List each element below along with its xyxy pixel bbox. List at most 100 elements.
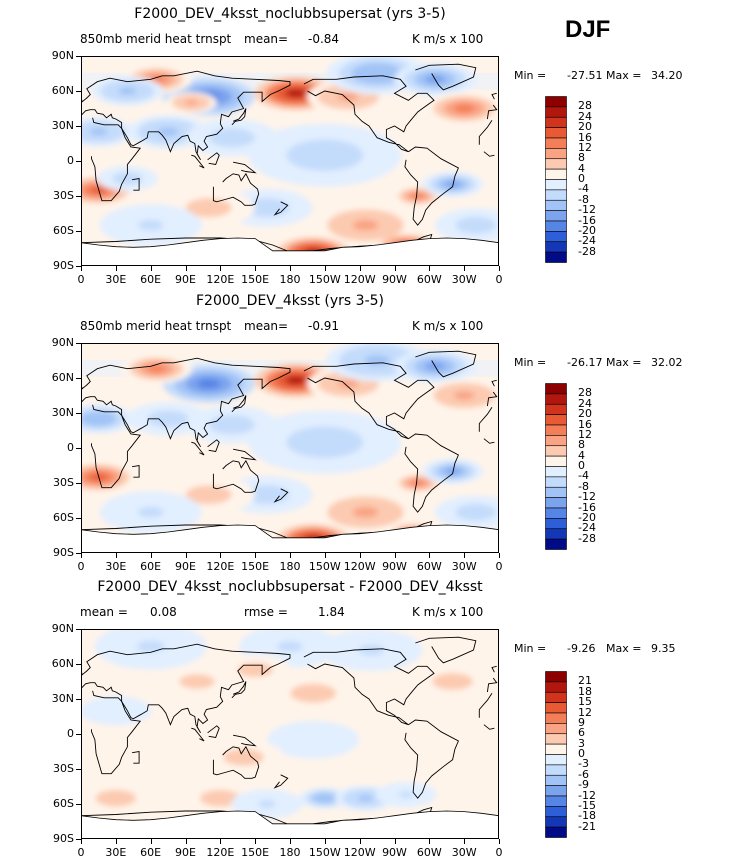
coastline-australia bbox=[212, 459, 260, 493]
lat-tick-label: 30N bbox=[51, 692, 74, 705]
coastline-eurasia bbox=[486, 677, 498, 693]
contour-blob bbox=[257, 800, 276, 808]
colorbar-swatch bbox=[545, 251, 567, 263]
colorbar-swatch bbox=[545, 414, 567, 426]
lon-tick-label: 0 bbox=[495, 846, 503, 859]
lon-tick-label: 150E bbox=[241, 560, 270, 573]
lon-tick-label: 30E bbox=[105, 560, 127, 573]
lon-tick bbox=[115, 266, 117, 271]
colorbar-swatch bbox=[545, 383, 567, 395]
lat-tick-label: 90S bbox=[53, 259, 74, 272]
lat-tick bbox=[76, 266, 81, 267]
coastline-southAmerica bbox=[404, 719, 459, 799]
min-label: Min = bbox=[514, 642, 547, 655]
lon-tick-label: 0 bbox=[495, 273, 503, 286]
contour-blob bbox=[197, 490, 221, 500]
coastline-africa bbox=[483, 724, 495, 730]
colorbar-label: 8 bbox=[578, 438, 585, 452]
contour-blob bbox=[233, 753, 254, 762]
colorbar bbox=[545, 671, 567, 838]
lon-tick bbox=[429, 553, 431, 558]
coastline-eurasia bbox=[81, 643, 291, 734]
lat-tick-label: 0 bbox=[67, 441, 74, 454]
lat-tick bbox=[76, 483, 81, 484]
contour-blob bbox=[197, 379, 221, 389]
lon-tick-label: 120W bbox=[343, 273, 376, 286]
lon-tick bbox=[429, 839, 431, 844]
rmse-value: 1.84 bbox=[318, 605, 345, 619]
max-label: Max = bbox=[606, 69, 642, 82]
lon-tick-label: 60W bbox=[416, 560, 442, 573]
lat-tick-label: 90S bbox=[53, 546, 74, 559]
coastline-antarctica bbox=[81, 810, 291, 839]
colorbar-label: 28 bbox=[578, 386, 592, 400]
coastline-madagascar bbox=[132, 177, 140, 191]
max-value: 9.35 bbox=[651, 642, 676, 655]
season-label: DJF bbox=[565, 16, 611, 43]
coastline-greenland bbox=[415, 636, 477, 664]
colorbar-swatch bbox=[545, 210, 567, 222]
lon-tick-label: 60E bbox=[140, 560, 162, 573]
lon-tick-label: 0 bbox=[495, 560, 503, 573]
contour-blob bbox=[106, 707, 125, 715]
colorbar-swatch bbox=[545, 435, 567, 447]
contour-blob bbox=[157, 414, 179, 423]
lon-tick-label: 60E bbox=[140, 273, 162, 286]
contour-blob bbox=[454, 391, 475, 400]
lon-tick bbox=[150, 266, 152, 271]
lon-tick bbox=[81, 839, 82, 844]
coastline-northAmerica bbox=[303, 648, 435, 726]
colorbar-swatch bbox=[545, 816, 567, 828]
lat-tick bbox=[76, 56, 81, 57]
contour-blob bbox=[89, 415, 108, 423]
colorbar-swatch bbox=[545, 455, 567, 467]
map-frame bbox=[81, 343, 499, 553]
contour-blob bbox=[411, 480, 425, 486]
coastline-japan bbox=[231, 395, 247, 413]
contour-blob bbox=[285, 376, 306, 385]
max-label: Max = bbox=[606, 642, 642, 655]
mean-value: 0.08 bbox=[150, 605, 177, 619]
coastline-africa bbox=[478, 119, 493, 145]
contour-blob bbox=[357, 795, 374, 802]
lon-tick bbox=[499, 839, 500, 844]
mean-value: -0.91 bbox=[308, 319, 340, 333]
colorbar-swatch bbox=[545, 106, 567, 118]
mean-label: mean = bbox=[80, 605, 128, 619]
colorbar-swatch bbox=[545, 189, 567, 201]
colorbar-label: -24 bbox=[578, 234, 596, 248]
lon-tick bbox=[464, 266, 466, 271]
lon-tick bbox=[115, 839, 117, 844]
coastline-africa bbox=[478, 692, 493, 718]
contour-blob bbox=[277, 641, 303, 652]
contour-blob bbox=[285, 89, 306, 98]
lon-tick-label: 90W bbox=[382, 273, 407, 286]
coastline-borneo bbox=[207, 152, 220, 166]
coastline-africa bbox=[478, 406, 493, 432]
lat-tick-label: 60N bbox=[51, 371, 74, 384]
colorbar-label: 12 bbox=[578, 705, 592, 719]
colorbar-label: 9 bbox=[578, 715, 585, 729]
colorbar-swatch bbox=[545, 476, 567, 488]
colorbar-label: -6 bbox=[578, 767, 589, 781]
colorbar-swatch bbox=[545, 116, 567, 128]
lat-tick-label: 60S bbox=[53, 511, 74, 524]
lon-tick-label: 120W bbox=[343, 846, 376, 859]
lon-tick bbox=[185, 839, 187, 844]
lon-tick bbox=[185, 553, 187, 558]
coastline-africa bbox=[91, 117, 142, 202]
coastline-eurasia bbox=[486, 391, 498, 407]
lat-tick bbox=[76, 664, 81, 665]
lon-tick bbox=[290, 266, 291, 271]
colorbar-label: 20 bbox=[578, 120, 592, 134]
contour-blob bbox=[352, 219, 379, 231]
lon-tick bbox=[150, 839, 152, 844]
lon-tick-label: 0 bbox=[77, 560, 85, 573]
lon-tick-label: 120W bbox=[343, 560, 376, 573]
min-value: -9.26 bbox=[567, 642, 596, 655]
contour-blob bbox=[358, 644, 385, 656]
contour-blob bbox=[137, 219, 164, 231]
lon-tick bbox=[499, 553, 500, 558]
units-label: K m/s x 100 bbox=[412, 32, 484, 46]
map-plot bbox=[81, 56, 499, 266]
